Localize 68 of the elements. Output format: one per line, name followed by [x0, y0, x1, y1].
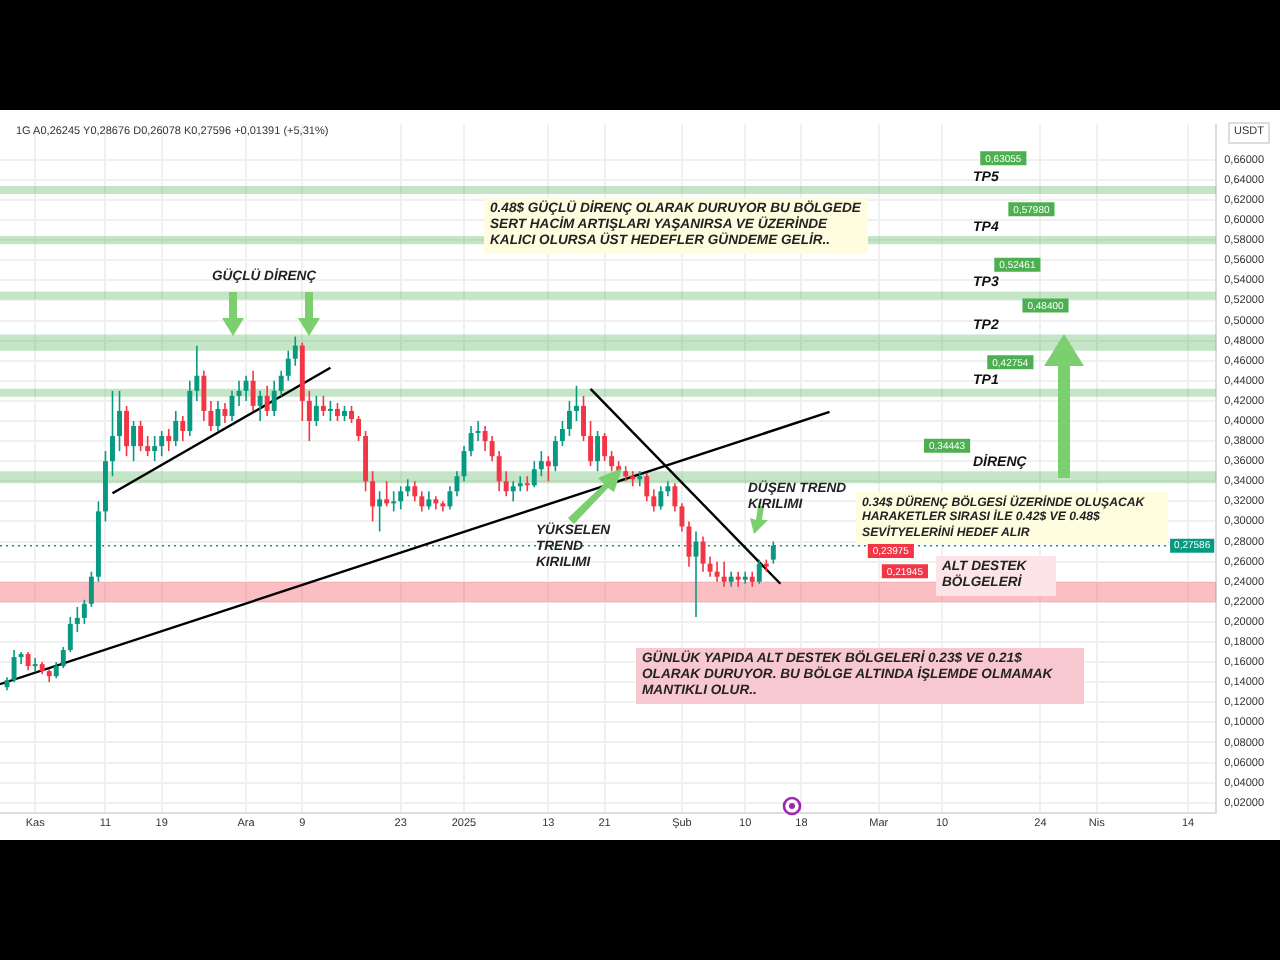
candlestick: [117, 390, 122, 452]
candlestick: [384, 480, 390, 508]
candlestick: [370, 470, 376, 523]
candlestick: [552, 435, 558, 473]
candlestick: [25, 651, 31, 671]
candlestick: [264, 385, 270, 417]
candlestick: [377, 490, 383, 533]
candlestick: [32, 657, 38, 673]
candlestick: [166, 428, 172, 452]
candlestick: [581, 395, 586, 442]
candlestick: [609, 450, 615, 473]
candlestick: [735, 570, 741, 588]
candlestick: [545, 455, 551, 483]
candlestick: [398, 485, 404, 511]
candlestick: [391, 490, 397, 513]
candlestick: [110, 390, 115, 478]
candlestick: [187, 379, 193, 437]
candlestick: [334, 402, 340, 422]
candlestick: [714, 560, 720, 583]
candlestick: [201, 369, 207, 422]
candlestick: [707, 555, 713, 578]
candlestick: [588, 420, 593, 467]
candlestick: [566, 400, 572, 437]
candlestick: [60, 646, 66, 669]
candlestick: [426, 490, 432, 511]
candlestick: [510, 480, 516, 503]
candlestick: [11, 649, 17, 683]
candlestick: [138, 420, 144, 452]
candlestick: [531, 460, 537, 489]
candlestick: [173, 410, 179, 447]
candlestick: [637, 470, 643, 488]
candlestick: [595, 430, 601, 473]
candlestick: [721, 560, 727, 588]
candlestick: [257, 390, 263, 422]
candlestick: [658, 485, 664, 511]
candlestick: [250, 369, 256, 412]
candlestick: [131, 420, 137, 462]
candlestick: [524, 475, 530, 493]
candlestick: [306, 390, 312, 442]
candlestick: [475, 420, 481, 442]
candlestick: [88, 570, 94, 608]
candlestick: [243, 374, 249, 402]
candlestick: [152, 435, 158, 462]
candlestick: [630, 470, 636, 488]
candlestick: [74, 606, 80, 633]
candlestick: [363, 430, 369, 493]
candlestick: [644, 472, 650, 503]
candlestick: [356, 415, 362, 442]
candlestick: [313, 395, 319, 427]
candlestick: [559, 420, 565, 447]
candlestick: [271, 379, 277, 417]
candlestick: [756, 558, 762, 585]
candlestick: [159, 430, 165, 457]
candlestick: [574, 385, 579, 422]
candlestick: [67, 616, 73, 653]
candlestick: [145, 435, 151, 457]
candlestick: [742, 570, 748, 585]
candlestick: [447, 485, 453, 511]
candlestick: [538, 450, 544, 478]
candlestick: [81, 599, 87, 625]
candlestick: [412, 480, 418, 503]
candlestick: [320, 395, 326, 417]
candlestick: [327, 400, 333, 422]
candlestick: [180, 415, 186, 442]
candlestick: [602, 432, 608, 462]
candlestick: [124, 405, 130, 457]
candlestick: [215, 400, 221, 432]
candlestick: [517, 475, 523, 493]
